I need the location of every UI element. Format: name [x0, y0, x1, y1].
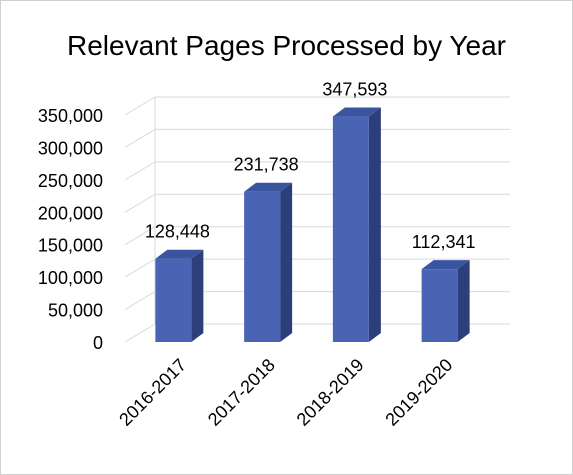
gridline-depth-6 [124, 128, 156, 148]
bar-0 [155, 258, 192, 342]
bar-side-0 [191, 249, 204, 342]
bar-top-2 [332, 107, 381, 117]
x-tick-label-2: 2018-2019 [293, 355, 368, 430]
bar-side-1 [280, 182, 293, 342]
x-tick-label-3: 2019-2020 [381, 355, 456, 430]
bar-top-0 [155, 249, 204, 259]
y-tick-label-4: 200,000 [38, 203, 103, 223]
bar-side-3 [457, 260, 470, 342]
y-tick-label-3: 150,000 [38, 236, 103, 256]
data-label-0: 128,448 [145, 222, 210, 242]
y-tick-label-0: 0 [93, 333, 103, 353]
gridline-depth-5 [124, 161, 156, 181]
y-tick-label-5: 250,000 [38, 171, 103, 191]
x-tick-label-1: 2017-2018 [204, 355, 279, 430]
bar-2 [332, 116, 369, 342]
gridline-depth-2 [124, 258, 156, 278]
bar-top-3 [421, 260, 470, 270]
gridline-depth-4 [124, 193, 156, 213]
y-tick-label-7: 350,000 [38, 106, 103, 126]
bar-3 [421, 269, 458, 342]
data-label-3: 112,341 [412, 232, 476, 252]
gridline-depth-7 [124, 96, 156, 116]
data-label-2: 347,593 [322, 80, 387, 100]
gridline-depth-0 [124, 323, 156, 343]
bar-side-2 [368, 107, 381, 342]
gridline-depth-3 [124, 226, 156, 246]
y-tick-label-1: 50,000 [48, 301, 103, 321]
y-tick-label-2: 100,000 [38, 268, 103, 288]
gridline-depth-1 [124, 291, 156, 311]
data-label-1: 231,738 [234, 155, 299, 175]
bar-top-1 [244, 182, 293, 192]
x-tick-label-0: 2016-2017 [115, 355, 190, 430]
bar-1 [244, 191, 281, 342]
y-tick-label-6: 300,000 [38, 138, 103, 158]
chart-title: Relevant Pages Processed by Year [67, 30, 506, 61]
